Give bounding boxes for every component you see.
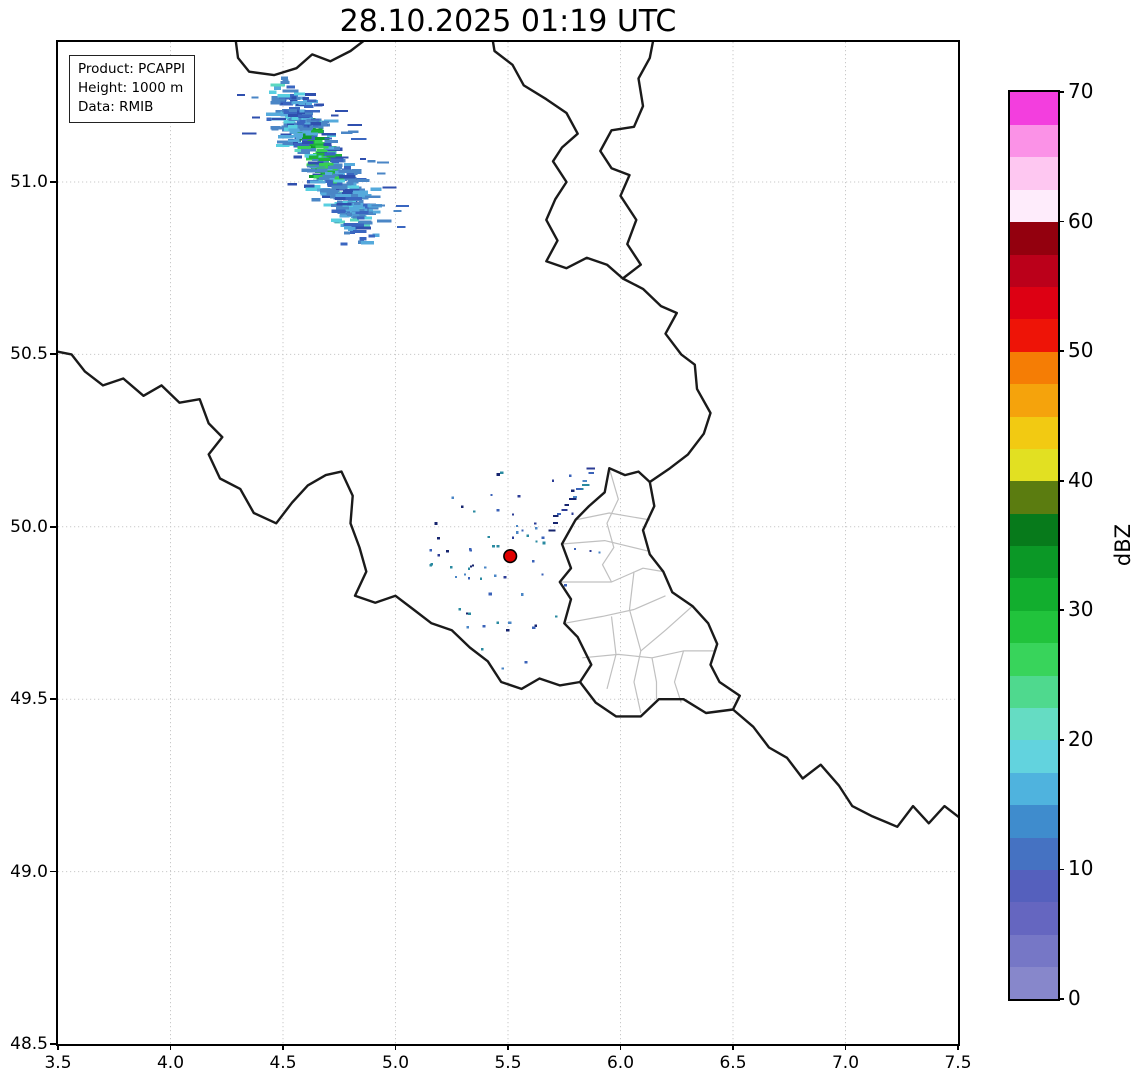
y-tick-mark [50, 698, 56, 701]
y-tick-mark [50, 870, 56, 873]
x-tick-label: 7.0 [831, 1053, 860, 1073]
colorbar-segment [1010, 92, 1058, 125]
colorbar-segment [1010, 772, 1058, 806]
y-tick-label: 50.5 [10, 344, 48, 365]
x-tick-label: 4.5 [269, 1053, 297, 1073]
y-tick-label: 48.5 [10, 1034, 48, 1054]
x-tick-label: 6.0 [606, 1053, 635, 1073]
info-box-line: Product: PCAPPI [78, 61, 186, 77]
colorbar-tick-mark [1058, 350, 1064, 353]
colorbar-segment [1010, 286, 1058, 320]
x-tick-label: 7.5 [944, 1053, 972, 1073]
colorbar-tick-label: 10 [1068, 856, 1094, 881]
country-borders [58, 42, 958, 828]
y-tick-mark [50, 181, 56, 183]
colorbar-tick-label: 60 [1068, 208, 1094, 233]
colorbar-segment [1010, 642, 1058, 676]
colorbar-tick-mark [1058, 479, 1064, 482]
colorbar-segment [1010, 837, 1058, 871]
gridlines [58, 42, 958, 1044]
map-plot: Product: PCAPPI Height: 1000 m Data: RMIB [56, 40, 960, 1046]
x-tick-mark [282, 1044, 284, 1050]
x-tick-label: 5.5 [494, 1053, 522, 1073]
colorbar-segment [1010, 513, 1058, 547]
x-tick-mark [57, 1044, 59, 1050]
colorbar-segment [1010, 707, 1058, 741]
colorbar [1008, 90, 1060, 1001]
colorbar-tick-mark [1058, 738, 1064, 741]
figure-title: 28.10.2025 01:19 UTC [339, 4, 677, 39]
colorbar-segment [1010, 966, 1058, 999]
x-tick-mark [844, 1044, 847, 1050]
colorbar-segment [1010, 901, 1058, 935]
colorbar-tick-mark [1058, 998, 1064, 1000]
colorbar-tick-label: 50 [1068, 338, 1094, 363]
colorbar-segment [1010, 934, 1058, 968]
x-tick-label: 5.0 [381, 1053, 410, 1073]
info-box-line: Data: RMIB [78, 99, 154, 116]
y-tick-label: 49.5 [10, 689, 48, 710]
colorbar-segment [1010, 675, 1058, 709]
colorbar-segment [1010, 610, 1058, 644]
y-tick-label: 50.0 [10, 516, 48, 537]
colorbar-tick-mark [1058, 91, 1064, 93]
colorbar-segment [1010, 545, 1058, 579]
map-canvas [58, 42, 958, 1044]
colorbar-segment [1010, 253, 1058, 287]
info-box: Product: PCAPPI Height: 1000 m Data: RMIB [69, 55, 196, 124]
x-tick-label: 6.5 [719, 1053, 747, 1073]
colorbar-segment [1010, 804, 1058, 838]
colorbar-segment [1010, 156, 1058, 190]
colorbar-segment [1010, 318, 1058, 352]
radar-site-marker [503, 548, 518, 564]
x-tick-mark [957, 1044, 959, 1050]
colorbar-tick-mark [1058, 609, 1064, 612]
colorbar-tick-label: 40 [1068, 467, 1094, 492]
echo-specks [429, 467, 601, 670]
x-tick-mark [619, 1044, 622, 1050]
radar-echo [237, 76, 409, 246]
y-tick-mark [50, 353, 56, 356]
colorbar-segment [1010, 415, 1058, 449]
colorbar-tick-label: 30 [1068, 597, 1094, 622]
colorbar-segment [1010, 221, 1058, 255]
x-tick-label: 4.0 [156, 1053, 185, 1073]
colorbar-segment [1010, 351, 1058, 385]
colorbar-segment [1010, 869, 1058, 903]
y-tick-label: 51.0 [10, 171, 48, 192]
colorbar-segment [1010, 189, 1058, 223]
x-tick-label: 3.5 [44, 1053, 72, 1073]
x-tick-mark [732, 1044, 734, 1050]
colorbar-segment [1010, 383, 1058, 417]
canton-borders [559, 468, 715, 714]
colorbar-tick-label: 70 [1068, 79, 1094, 103]
colorbar-segment [1010, 448, 1058, 482]
info-box-line: Height: 1000 m [78, 80, 184, 97]
colorbar-segment [1010, 577, 1058, 611]
colorbar-segment [1010, 739, 1058, 773]
colorbar-tick-mark [1058, 220, 1064, 223]
x-tick-mark [394, 1044, 397, 1050]
y-tick-label: 49.0 [10, 861, 48, 882]
x-tick-mark [169, 1044, 172, 1050]
colorbar-title: dBZ [1111, 523, 1135, 567]
colorbar-tick-mark [1058, 868, 1064, 871]
colorbar-tick-label: 0 [1068, 986, 1081, 1010]
colorbar-tick-label: 20 [1068, 726, 1094, 751]
y-tick-mark [50, 1043, 56, 1045]
y-tick-mark [50, 525, 56, 528]
colorbar-segment [1010, 124, 1058, 158]
x-tick-mark [507, 1044, 509, 1050]
colorbar-segment [1010, 480, 1058, 514]
